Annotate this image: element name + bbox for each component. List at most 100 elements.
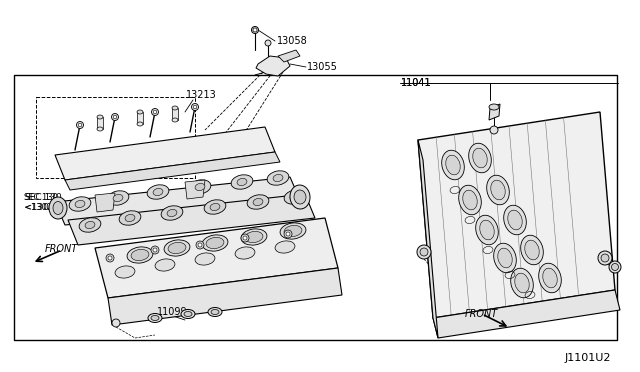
Ellipse shape [473,148,487,168]
Circle shape [243,236,247,240]
Circle shape [191,103,198,110]
Ellipse shape [275,241,295,253]
Text: FRONT: FRONT [45,244,78,254]
Circle shape [111,113,118,121]
Polygon shape [256,56,290,76]
Circle shape [108,256,112,260]
Ellipse shape [231,175,253,189]
Polygon shape [489,104,500,120]
Ellipse shape [195,183,205,190]
Polygon shape [55,127,275,180]
Ellipse shape [210,203,220,211]
Polygon shape [418,140,438,338]
Polygon shape [108,268,342,325]
Ellipse shape [125,214,135,222]
Ellipse shape [153,189,163,196]
Circle shape [113,115,117,119]
Ellipse shape [486,175,509,205]
Text: <13020+B>: <13020+B> [24,202,77,212]
Ellipse shape [49,197,67,219]
Ellipse shape [184,311,192,317]
Polygon shape [95,193,115,212]
Ellipse shape [442,150,464,180]
Ellipse shape [119,211,141,225]
Circle shape [198,243,202,247]
Ellipse shape [181,310,195,318]
Ellipse shape [164,240,190,256]
Ellipse shape [253,198,263,206]
Ellipse shape [284,225,302,237]
Text: J1101U2: J1101U2 [565,353,611,363]
Ellipse shape [147,185,169,199]
Circle shape [417,245,431,259]
Circle shape [78,123,82,127]
Ellipse shape [137,110,143,114]
Ellipse shape [206,237,224,248]
Text: 13055: 13055 [307,62,338,72]
Circle shape [196,241,204,249]
Circle shape [151,246,159,254]
Text: 13213: 13213 [186,90,217,100]
Ellipse shape [195,253,215,265]
Ellipse shape [172,118,178,122]
Ellipse shape [107,191,129,205]
Text: SEC.130: SEC.130 [24,192,61,202]
Ellipse shape [543,268,557,288]
Text: 11099: 11099 [157,307,188,317]
Circle shape [284,230,292,238]
Ellipse shape [131,249,149,261]
Ellipse shape [79,218,101,232]
Ellipse shape [245,231,263,243]
Circle shape [286,232,290,236]
Ellipse shape [290,193,300,201]
Polygon shape [137,112,143,124]
Polygon shape [65,152,280,190]
Ellipse shape [241,229,267,245]
Circle shape [153,248,157,252]
Ellipse shape [480,220,494,240]
Ellipse shape [446,155,460,175]
Ellipse shape [155,259,175,271]
Text: 11041: 11041 [401,78,431,88]
Polygon shape [97,117,103,129]
Polygon shape [55,177,300,225]
Ellipse shape [137,122,143,126]
Circle shape [601,254,609,262]
Circle shape [265,40,271,46]
Ellipse shape [167,209,177,217]
Text: <13020+B>: <13020+B> [24,202,81,212]
Ellipse shape [172,106,178,110]
Ellipse shape [151,315,159,321]
Ellipse shape [247,195,269,209]
Circle shape [611,263,618,270]
Text: FRONT: FRONT [465,309,499,319]
Polygon shape [418,112,615,318]
Circle shape [490,126,498,134]
Ellipse shape [85,221,95,228]
Circle shape [112,319,120,327]
Ellipse shape [508,210,522,230]
Ellipse shape [511,268,533,298]
Ellipse shape [525,240,540,260]
Ellipse shape [237,179,247,186]
Ellipse shape [161,206,183,220]
Circle shape [253,28,257,32]
Ellipse shape [459,185,481,215]
Bar [14,75,617,340]
Ellipse shape [284,190,306,204]
Ellipse shape [204,200,226,214]
Text: 11041: 11041 [401,78,431,88]
Text: 13058: 13058 [277,36,308,46]
Circle shape [420,248,428,256]
Ellipse shape [468,143,492,173]
Ellipse shape [476,215,499,245]
Circle shape [152,109,159,115]
Ellipse shape [539,263,561,293]
Ellipse shape [504,205,526,235]
Ellipse shape [69,197,91,211]
Ellipse shape [211,310,219,314]
Polygon shape [278,50,300,62]
Ellipse shape [97,127,103,131]
Polygon shape [185,180,205,199]
Ellipse shape [498,248,512,268]
